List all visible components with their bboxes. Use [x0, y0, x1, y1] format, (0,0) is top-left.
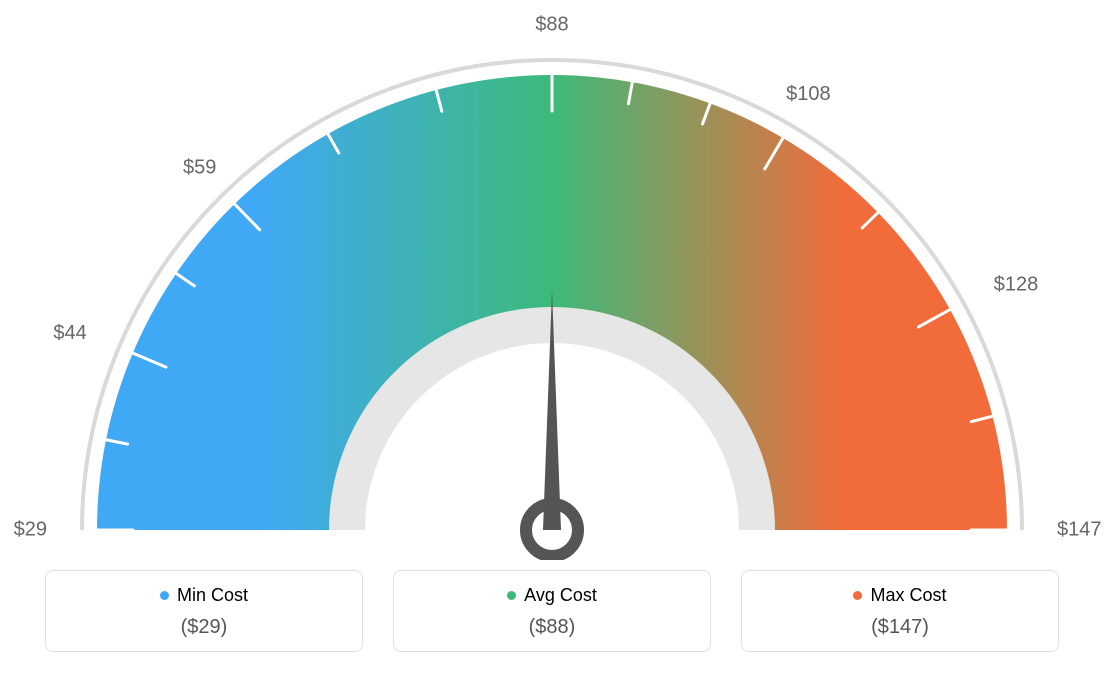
svg-text:$44: $44: [53, 322, 86, 344]
svg-text:$88: $88: [535, 13, 568, 35]
svg-text:$147: $147: [1057, 518, 1102, 540]
legend-value-min: ($29): [56, 616, 352, 639]
legend-dot-min: [160, 591, 169, 600]
svg-text:$128: $128: [994, 274, 1039, 296]
legend-label-max: Max Cost: [853, 585, 946, 606]
legend-label-min: Min Cost: [160, 585, 248, 606]
legend-dot-avg: [507, 591, 516, 600]
legend-text-avg: Avg Cost: [524, 585, 597, 606]
gauge-svg: $29 $44 $59 $88 $108 $128 $147: [0, 0, 1104, 560]
legend-box-min: Min Cost ($29): [45, 570, 363, 652]
legend-label-avg: Avg Cost: [507, 585, 597, 606]
gauge-chart: $29 $44 $59 $88 $108 $128 $147: [0, 0, 1104, 560]
legend-text-max: Max Cost: [870, 585, 946, 606]
legend-text-min: Min Cost: [177, 585, 248, 606]
legend-box-avg: Avg Cost ($88): [393, 570, 711, 652]
svg-text:$59: $59: [183, 156, 216, 178]
legend-dot-max: [853, 591, 862, 600]
svg-text:$29: $29: [14, 518, 47, 540]
legend-box-max: Max Cost ($147): [741, 570, 1059, 652]
cost-gauge-container: $29 $44 $59 $88 $108 $128 $147 Min Cost ($29) …: [0, 0, 1104, 690]
svg-text:$108: $108: [786, 83, 831, 105]
legend-value-max: ($147): [752, 616, 1048, 639]
legend-row: Min Cost ($29) Avg Cost ($88) Max Cost (…: [0, 570, 1104, 652]
legend-value-avg: ($88): [404, 616, 700, 639]
